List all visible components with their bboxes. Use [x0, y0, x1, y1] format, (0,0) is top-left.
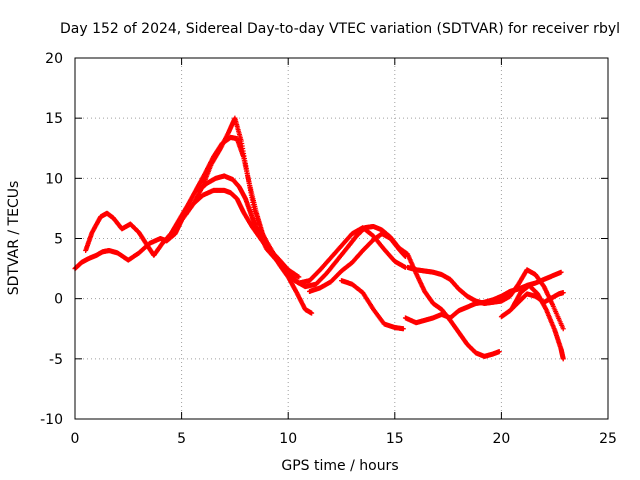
- x-tick-label: 5: [177, 431, 186, 447]
- series-track-i: [498, 290, 566, 320]
- x-axis-label: GPS time / hours: [281, 458, 398, 474]
- axis-ticks: 0 5 10 15 20 25 -10 -5 0 5 10 15 20: [40, 51, 617, 447]
- data-point: [560, 290, 566, 296]
- chart-title: Day 152 of 2024, Sidereal Day-to-day VTE…: [60, 21, 620, 37]
- x-tick-label: 25: [599, 431, 617, 447]
- y-axis-label: SDTVAR / TECUs: [6, 181, 22, 296]
- series-track-j: [509, 282, 566, 362]
- series-track-e: [307, 231, 408, 294]
- y-tick-label: -5: [49, 352, 63, 368]
- data-point: [296, 274, 302, 280]
- y-tick-label: 20: [45, 51, 63, 67]
- series-track-f: [339, 278, 406, 332]
- x-tick-label: 10: [279, 431, 297, 447]
- data-point: [558, 269, 564, 275]
- data-point: [309, 310, 315, 316]
- series-track-d: [183, 115, 502, 359]
- y-tick-label: 15: [45, 111, 63, 127]
- series-track-b: [83, 134, 315, 316]
- data-point: [402, 254, 408, 260]
- data-point: [496, 349, 502, 355]
- series-track-a: [72, 187, 302, 280]
- data-point: [560, 326, 566, 332]
- x-tick-label: 20: [492, 431, 510, 447]
- x-tick-label: 15: [386, 431, 404, 447]
- y-tick-label: 5: [54, 232, 63, 248]
- data-point: [560, 356, 566, 362]
- y-tick-label: -10: [40, 412, 63, 428]
- y-tick-label: 0: [54, 292, 63, 308]
- series-track-h: [405, 264, 566, 332]
- x-tick-label: 0: [71, 431, 80, 447]
- data-points: [72, 115, 566, 362]
- y-tick-label: 10: [45, 171, 63, 187]
- data-point: [400, 326, 406, 332]
